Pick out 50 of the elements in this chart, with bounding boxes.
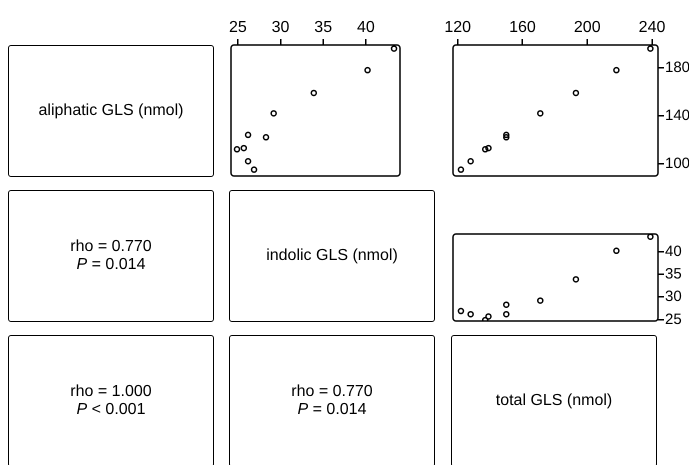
point <box>647 45 654 52</box>
point <box>240 144 248 152</box>
point <box>503 301 510 308</box>
point <box>572 276 580 283</box>
point <box>458 308 464 314</box>
text: aliphatic GLS (nmol) <box>38 102 184 120</box>
x-tick-label: 35 <box>314 18 332 36</box>
x-tick-label: 200 <box>574 18 601 36</box>
x-tick-label: 240 <box>638 18 666 36</box>
text: indolic GLS (nmol) <box>266 247 398 265</box>
point <box>244 132 252 138</box>
point <box>647 234 654 240</box>
point <box>503 134 510 141</box>
point <box>482 146 488 153</box>
x-tick-label: 120 <box>444 18 472 36</box>
point <box>467 158 474 165</box>
text: rho = 1.000 <box>70 383 152 401</box>
x-tick-label: 25 <box>228 18 247 36</box>
text: P < 0.001 <box>76 401 146 419</box>
point <box>485 144 492 152</box>
point <box>262 134 270 141</box>
y-tick-label: 40 <box>665 242 682 260</box>
x-tick-label: 30 <box>272 18 290 36</box>
text: total GLS (nmol) <box>496 392 612 410</box>
point <box>613 248 620 254</box>
point <box>613 66 620 74</box>
y-tick-label: 30 <box>665 288 682 306</box>
point <box>503 132 510 138</box>
text: P = 0.014 <box>298 401 366 419</box>
point <box>390 45 398 52</box>
point <box>244 158 252 165</box>
point <box>250 166 258 173</box>
y-tick-label: 25 <box>665 310 682 328</box>
point <box>310 90 318 96</box>
y-tick-label: 35 <box>665 265 682 282</box>
point <box>537 297 544 304</box>
x-tick-label: 40 <box>356 18 375 36</box>
point <box>467 310 474 318</box>
point <box>485 313 492 320</box>
text: rho = 0.770 <box>291 383 373 401</box>
point <box>458 166 464 173</box>
text: rho = 0.770 <box>70 238 152 256</box>
x-tick-label: 160 <box>509 18 536 36</box>
point <box>503 310 510 318</box>
point <box>364 66 371 74</box>
point <box>537 110 544 117</box>
point <box>270 110 277 117</box>
text: P = 0.014 <box>76 256 146 274</box>
point <box>234 146 240 153</box>
point <box>572 90 580 96</box>
